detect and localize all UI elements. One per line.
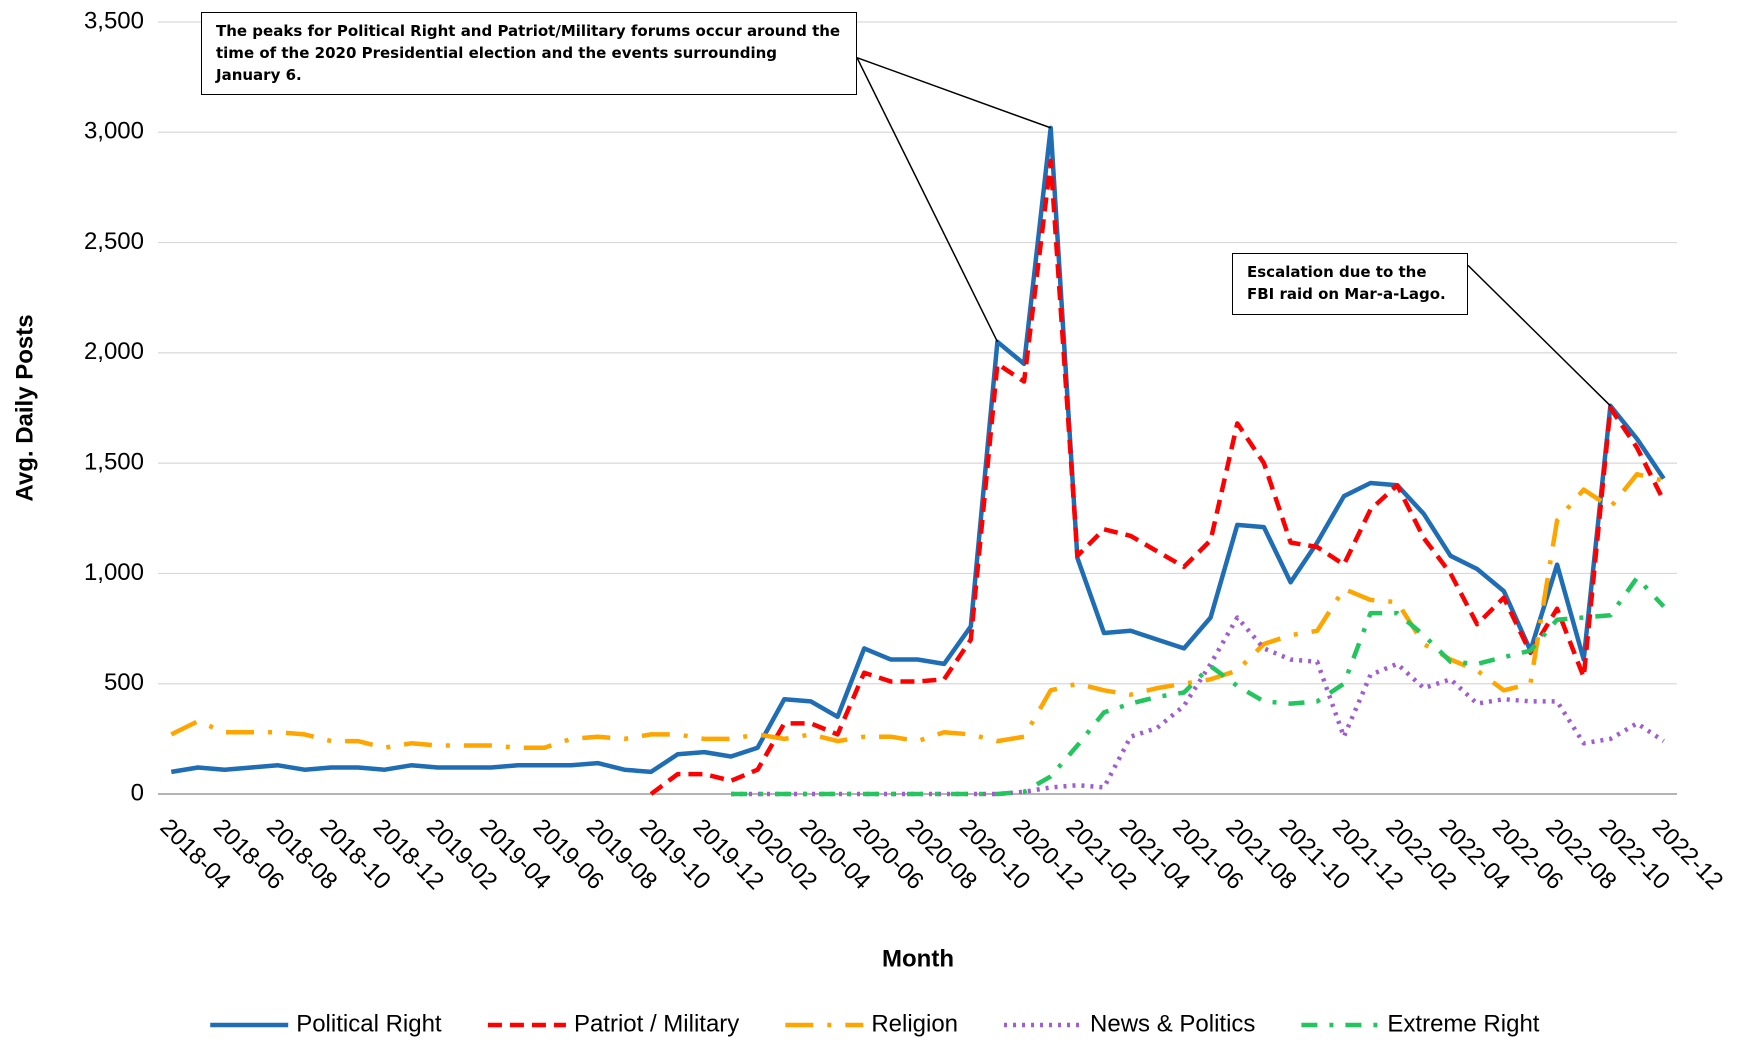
series-line [170,125,1666,775]
legend-label: Patriot / Military [574,1010,739,1037]
y-tick-label: 3,000 [84,118,144,145]
legend-label: Religion [871,1010,958,1037]
legend-label: Political Right [296,1010,442,1037]
y-tick-label: 1,000 [84,559,144,586]
y-tick-label: 1,500 [84,448,144,475]
legend-label: News & Politics [1090,1010,1255,1037]
annotation-connector [1467,264,1611,407]
annotation: Escalation due to the FBI raid on Mar-a-… [1232,253,1468,315]
y-tick-label: 2,000 [84,338,144,365]
legend-label: Extreme Right [1387,1010,1539,1037]
y-tick-label: 3,500 [84,7,144,34]
series-line [731,575,1666,797]
y-axis-title: Avg. Daily Posts [11,314,38,501]
series-line [170,471,1665,750]
annotation-connector [856,57,999,343]
annotation-connector [856,56,1052,129]
y-tick-label: 2,500 [84,228,144,255]
y-tick-label: 0 [131,779,144,806]
series-line [649,158,1666,796]
x-axis-title: Month [882,945,954,972]
series-line [731,615,1665,797]
annotation: The peaks for Political Right and Patrio… [201,12,857,96]
y-tick-label: 500 [104,669,144,696]
